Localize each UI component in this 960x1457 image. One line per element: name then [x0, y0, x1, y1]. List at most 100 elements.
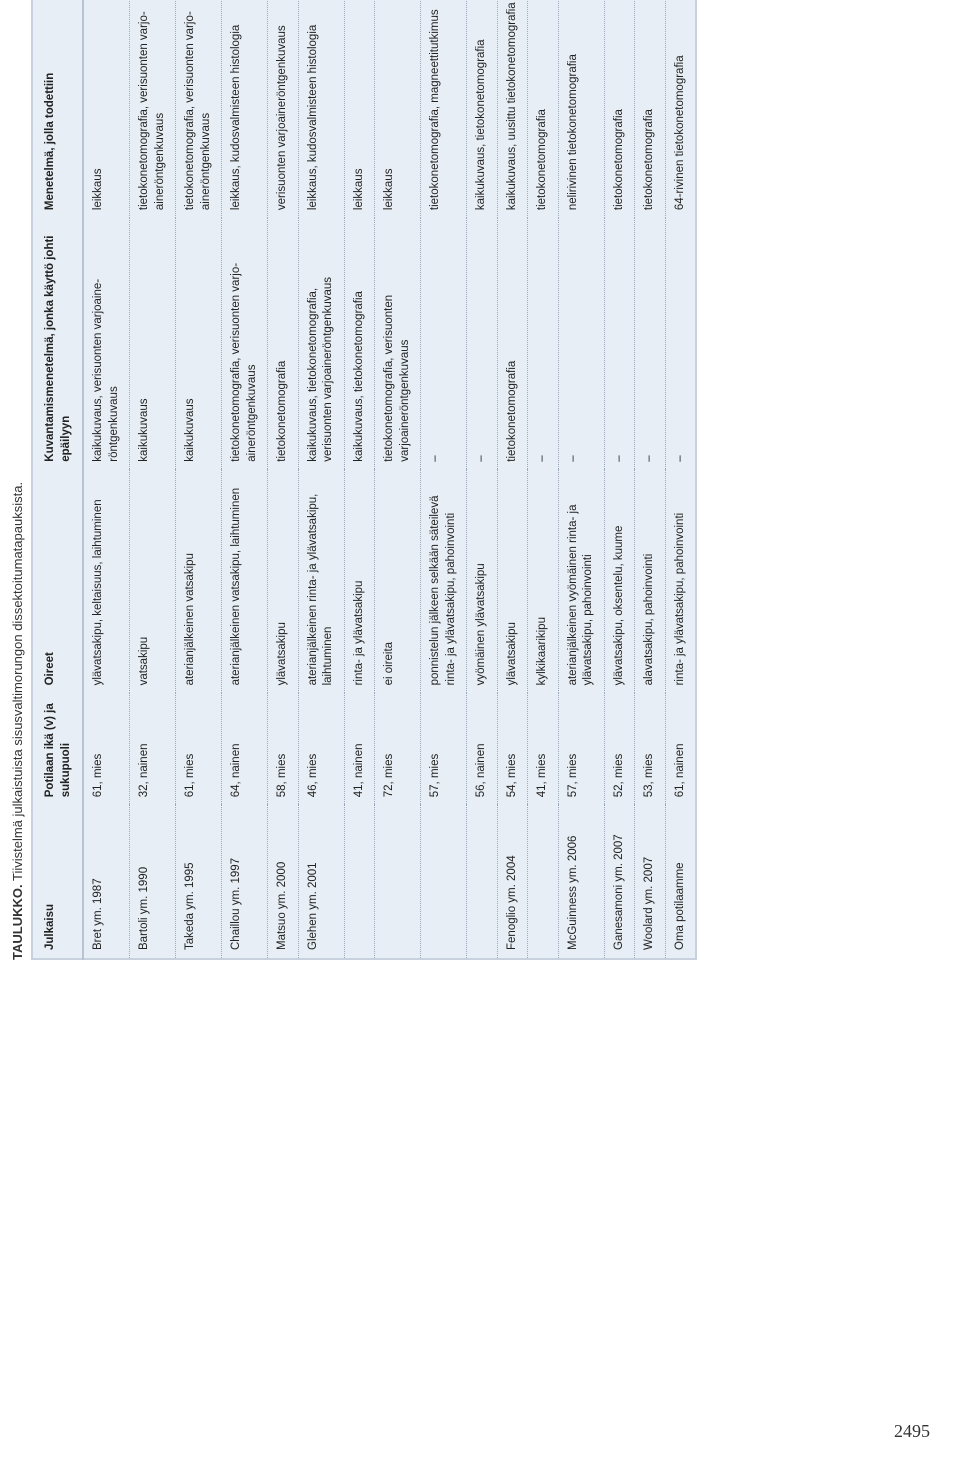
- table-cell: kaikukuvaus: [176, 218, 222, 470]
- table-body: Bret ym. 1987 61, mies ylävatsakipu, kelta…: [83, 0, 696, 959]
- col-header: Kuvantamismenetelmä, jonka käyttö johti …: [32, 218, 83, 470]
- table-cell: ei oireita: [375, 470, 421, 694]
- table-cell: 72, mies: [375, 693, 421, 805]
- table-cell: vyömäinen ylävatsakipu: [467, 470, 498, 694]
- table-cell: aterianjälkeinen vatsakipu: [176, 470, 222, 694]
- table-cell: –: [467, 218, 498, 470]
- table-cell: 56, nainen: [467, 693, 498, 805]
- table-cell: 61, mies: [176, 693, 222, 805]
- table-cell: aterianjälkeinen rinta- ja ylävatsakipu,…: [298, 470, 344, 694]
- table-cell: ylävatsakipu: [268, 470, 299, 694]
- table-caption: TAULUKKO. Tiivistelmä julkaistuista sisu…: [10, 0, 25, 960]
- table-cell: Chaillou ym. 1997: [222, 805, 268, 959]
- page-number: 2495: [894, 1421, 930, 1442]
- table-cell: 46, mies: [298, 693, 344, 805]
- table-cell: tietokonetomografia, verisuonten varjo­a…: [222, 218, 268, 470]
- table-cell: kaikukuvaus, tietokonetomografia, verisu…: [298, 218, 344, 470]
- table-row: Matsuo ym. 200058, miesylävatsakiputieto…: [268, 0, 299, 959]
- table-cell: –: [635, 218, 666, 470]
- table-cell: verisuonten varjoaineröntgenkuvaus: [268, 0, 299, 218]
- table-cell: Bartoli ym. 1990: [130, 805, 176, 959]
- table-cell: –: [604, 218, 635, 470]
- table-row: Ganesamoni ym. 200752, miesylävatsakipu,…: [604, 0, 635, 959]
- table-cell: 58, mies: [268, 693, 299, 805]
- table-cell: tietokonetomografia, magneettitutkimus: [421, 0, 467, 218]
- table-cell: alavatsakipu, pahoinvointi: [635, 470, 666, 694]
- table-cell: –: [528, 218, 559, 470]
- table-cell: aterianjälkeinen vatsakipu, laihtuminen: [222, 470, 268, 694]
- table-cell: tietokonetomografia: [268, 218, 299, 470]
- table-cell: 52, mies: [604, 693, 635, 805]
- table-row: 57, miesponnistelun jälkeen selkään säte…: [421, 0, 467, 959]
- table-cell: 41, mies: [528, 693, 559, 805]
- table-cell: Ganesamoni ym. 2007: [604, 805, 635, 959]
- table-cell: tietokonetomografia, verisuonten varjo­a…: [130, 0, 176, 218]
- col-header: Potilaan ikä (v) ja sukupuoli: [32, 693, 83, 805]
- col-header: Julkaisu: [32, 805, 83, 959]
- table-row: Bartoli ym. 199032, nainenvatsakipukaiku…: [130, 0, 176, 959]
- table-cell: [421, 805, 467, 959]
- table-cell: Fenoglio ym. 2004: [497, 805, 528, 959]
- table-cell: [467, 805, 498, 959]
- table-cell: ponnistelun jälkeen selkään säteilevä ri…: [421, 470, 467, 694]
- caption-text: Tiivistelmä julkaistuista sisusvaltimoru…: [10, 482, 25, 881]
- table-cell: 64-rivinen tietokonetomografia: [665, 0, 696, 218]
- table-cell: leikkaus, kudosvalmisteen histologia: [298, 0, 344, 218]
- table-row: 41, mieskylkikaarikipu–tietokonetomograf…: [528, 0, 559, 959]
- table-cell: vatsakipu: [130, 470, 176, 694]
- table-cell: tietokonetomografia, verisuonten varjo­a…: [176, 0, 222, 218]
- table-cell: 54, mies: [497, 693, 528, 805]
- table-cell: McGuinness ym. 2006: [558, 805, 604, 959]
- table-row: Oma potilaamme61, nainenrinta- ja ylävat…: [665, 0, 696, 959]
- table-cell: 41, nainen: [344, 693, 375, 805]
- table-cell: leikkaus: [83, 0, 130, 218]
- table-cell: kaikukuvaus, tietokonetomografia: [344, 218, 375, 470]
- table-cell: tietokonetomografia: [497, 218, 528, 470]
- col-header: Menetelmä, jolla todettiin: [32, 0, 83, 218]
- table-cell: kaikukuvaus: [130, 218, 176, 470]
- table-row: Takeda ym. 199561, miesaterianjälkeinen …: [176, 0, 222, 959]
- table-cell: Bret ym. 1987: [83, 805, 130, 959]
- table-cell: Matsuo ym. 2000: [268, 805, 299, 959]
- table-cell: Glehen ym. 2001: [298, 805, 344, 959]
- table-cell: –: [665, 218, 696, 470]
- table-cell: nelirivinen tietokonetomografia: [558, 0, 604, 218]
- table-cell: tietokonetomografia, verisuonten varjoai…: [375, 218, 421, 470]
- table-cell: leikkaus: [344, 0, 375, 218]
- table-row: Fenoglio ym. 200454, miesylävatsakiputie…: [497, 0, 528, 959]
- table-row: 41, nainenrinta- ja ylävatsakipukaikukuv…: [344, 0, 375, 959]
- table-row: Chaillou ym. 199764, nainenaterianjälkei…: [222, 0, 268, 959]
- table-cell: aterianjälkeinen vyömäinen rinta- ja ylä…: [558, 470, 604, 694]
- table-cell: Takeda ym. 1995: [176, 805, 222, 959]
- table-cell: ylävatsakipu: [497, 470, 528, 694]
- table-cell: Oma potilaamme: [665, 805, 696, 959]
- table-cell: kaikukuvaus, verisuonten varjoaine­röntg…: [83, 218, 130, 470]
- table-cell: 53, mies: [635, 693, 666, 805]
- table-row: Glehen ym. 200146, miesaterianjälkeinen …: [298, 0, 344, 959]
- table-cell: 57, mies: [558, 693, 604, 805]
- table-cell: 64, nainen: [222, 693, 268, 805]
- table-row: Bret ym. 198761, miesylävatsakipu, kelta…: [83, 0, 130, 959]
- table-cell: leikkaus: [375, 0, 421, 218]
- table-row: Woolard ym. 200753, miesalavatsakipu, pa…: [635, 0, 666, 959]
- table-cell: rinta- ja ylävatsakipu, pahoinvointi: [665, 470, 696, 694]
- table-cell: kaikukuvaus, tietokonetomografia: [467, 0, 498, 218]
- table-row: 72, miesei oireitatietokonetomografia, v…: [375, 0, 421, 959]
- table-cell: tietokonetomografia: [635, 0, 666, 218]
- table-row: 56, nainenvyömäinen ylävatsakipu–kaikuku…: [467, 0, 498, 959]
- table-cell: 61, nainen: [665, 693, 696, 805]
- col-header: Oireet: [32, 470, 83, 694]
- table-cell: ylävatsakipu, keltaisuus, laihtuminen: [83, 470, 130, 694]
- table-cell: ylävatsakipu, oksentelu, kuume: [604, 470, 635, 694]
- table-cell: kaikukuvaus, uusittu tietokonetomografia: [497, 0, 528, 218]
- table-cell: 57, mies: [421, 693, 467, 805]
- table-cell: tietokonetomografia: [604, 0, 635, 218]
- table-cell: –: [558, 218, 604, 470]
- table-cell: –: [421, 218, 467, 470]
- table-cell: [375, 805, 421, 959]
- table-cell: [344, 805, 375, 959]
- table-cell: leikkaus, kudosvalmisteen histologia: [222, 0, 268, 218]
- table-cell: Woolard ym. 2007: [635, 805, 666, 959]
- caption-label: TAULUKKO.: [10, 884, 25, 960]
- table-cell: [528, 805, 559, 959]
